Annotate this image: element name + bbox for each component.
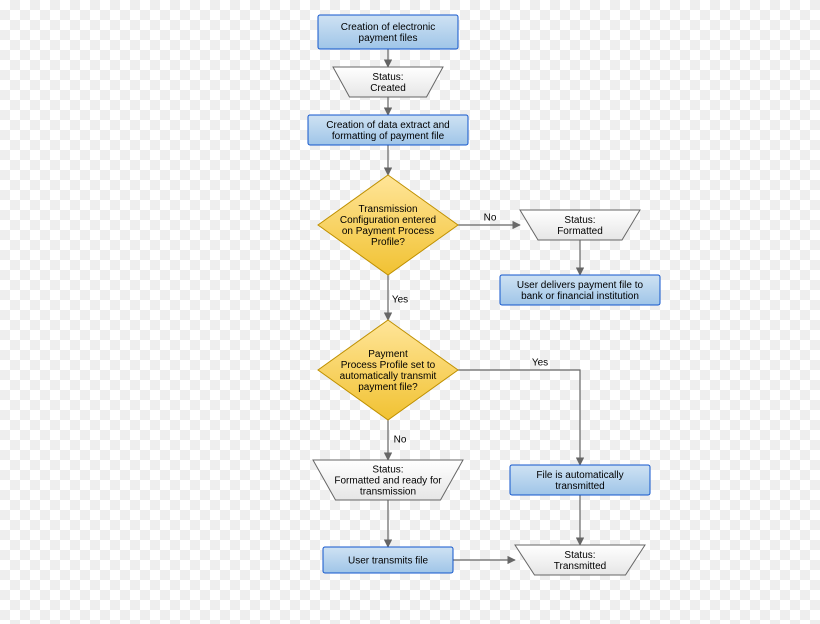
node-label: on Payment Process	[342, 226, 434, 237]
node-label: Creation of data extract and	[326, 120, 449, 131]
node-label: Creation of electronic	[341, 22, 436, 33]
node-label: File is automatically	[536, 470, 623, 481]
edge-label: Yes	[532, 358, 548, 369]
edge-label: No	[394, 435, 407, 446]
node-label: Created	[370, 83, 406, 94]
node-label: bank or financial institution	[521, 291, 639, 302]
edge-label: Yes	[392, 295, 408, 306]
node-label: automatically transmit	[340, 371, 437, 382]
node-label: payment file?	[358, 382, 418, 393]
node-label: Transmitted	[554, 561, 606, 572]
node-label: Configuration entered	[340, 215, 436, 226]
node-n1: Creation of electronicpayment files	[318, 15, 458, 49]
node-label: Status:	[564, 215, 595, 226]
node-n5: Status:Formatted	[520, 210, 640, 240]
node-label: Transmission	[358, 204, 417, 215]
node-n4: TransmissionConfiguration enteredon Paym…	[318, 175, 458, 275]
edge-label: No	[484, 213, 497, 224]
node-label: User delivers payment file to	[517, 280, 644, 291]
node-label: payment files	[359, 33, 418, 44]
flowchart-canvas: NoYesYesNoCreation of electronicpayment …	[0, 0, 820, 624]
node-n11: Status:Transmitted	[515, 545, 645, 575]
node-label: Status:	[372, 72, 403, 83]
node-label: formatting of payment file	[332, 131, 445, 142]
node-label: transmitted	[555, 481, 604, 492]
node-label: Payment	[368, 349, 408, 360]
node-n10: User transmits file	[323, 547, 453, 573]
node-label: User transmits file	[348, 556, 428, 567]
edge	[458, 370, 580, 465]
node-label: Formatted and ready for	[334, 476, 442, 487]
node-n9: File is automaticallytransmitted	[510, 465, 650, 495]
node-n2: Status:Created	[333, 67, 443, 97]
node-n6: User delivers payment file tobank or fin…	[500, 275, 660, 305]
node-n3: Creation of data extract andformatting o…	[308, 115, 468, 145]
node-label: Status:	[564, 550, 595, 561]
node-label: Status:	[372, 465, 403, 476]
node-label: Process Profile set to	[341, 360, 436, 371]
node-label: Formatted	[557, 226, 603, 237]
node-n7: PaymentProcess Profile set toautomatical…	[318, 320, 458, 420]
node-n8: Status:Formatted and ready fortransmissi…	[313, 460, 463, 500]
node-label: transmission	[360, 487, 416, 498]
node-label: Profile?	[371, 237, 405, 248]
